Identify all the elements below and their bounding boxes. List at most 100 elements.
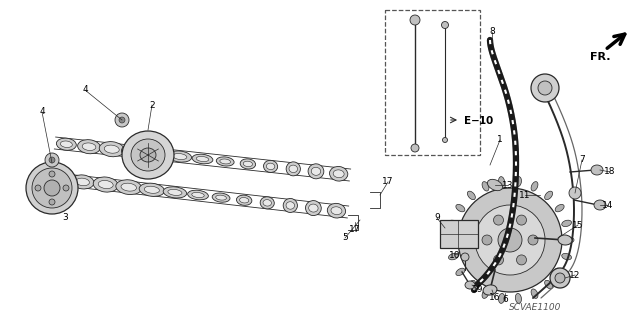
- Ellipse shape: [163, 187, 187, 198]
- Ellipse shape: [555, 268, 564, 276]
- Text: 13: 13: [502, 181, 514, 189]
- Text: 16: 16: [489, 293, 500, 302]
- Ellipse shape: [121, 183, 136, 191]
- Ellipse shape: [144, 186, 159, 193]
- Text: 18: 18: [604, 167, 616, 176]
- Ellipse shape: [289, 165, 298, 173]
- Ellipse shape: [442, 21, 449, 28]
- Ellipse shape: [308, 164, 324, 179]
- Ellipse shape: [545, 191, 552, 200]
- Text: 10: 10: [449, 250, 461, 259]
- Ellipse shape: [45, 153, 59, 167]
- Ellipse shape: [168, 189, 182, 196]
- Ellipse shape: [212, 193, 230, 202]
- Ellipse shape: [32, 168, 72, 208]
- Ellipse shape: [594, 200, 606, 210]
- Bar: [440, 220, 478, 248]
- Ellipse shape: [264, 160, 278, 173]
- Ellipse shape: [77, 140, 100, 154]
- Ellipse shape: [49, 171, 55, 177]
- Ellipse shape: [220, 159, 230, 164]
- Ellipse shape: [192, 154, 213, 164]
- Ellipse shape: [115, 113, 129, 127]
- Ellipse shape: [569, 187, 581, 199]
- Ellipse shape: [131, 139, 165, 171]
- Ellipse shape: [531, 289, 538, 298]
- Ellipse shape: [516, 255, 527, 265]
- Ellipse shape: [456, 204, 465, 212]
- Ellipse shape: [562, 220, 572, 226]
- Ellipse shape: [461, 253, 469, 261]
- Ellipse shape: [442, 137, 447, 143]
- Ellipse shape: [411, 144, 419, 152]
- Ellipse shape: [263, 200, 271, 206]
- Ellipse shape: [308, 204, 318, 212]
- Ellipse shape: [555, 273, 565, 283]
- Ellipse shape: [555, 204, 564, 212]
- Text: 11: 11: [519, 190, 531, 199]
- Ellipse shape: [150, 151, 164, 158]
- Ellipse shape: [139, 183, 164, 197]
- Text: 4: 4: [82, 85, 88, 94]
- Ellipse shape: [35, 185, 41, 191]
- Ellipse shape: [564, 237, 574, 243]
- Text: 19: 19: [472, 286, 484, 294]
- Text: 4: 4: [39, 108, 45, 116]
- Text: SCVAE1100: SCVAE1100: [509, 303, 561, 313]
- Ellipse shape: [119, 117, 125, 123]
- Ellipse shape: [56, 138, 76, 150]
- Ellipse shape: [330, 167, 348, 181]
- Ellipse shape: [331, 207, 342, 215]
- Ellipse shape: [465, 281, 475, 289]
- Ellipse shape: [54, 176, 65, 182]
- Ellipse shape: [449, 253, 458, 260]
- Ellipse shape: [333, 170, 344, 178]
- Ellipse shape: [558, 235, 572, 245]
- Ellipse shape: [49, 199, 55, 205]
- Ellipse shape: [449, 220, 458, 226]
- Ellipse shape: [591, 165, 603, 175]
- Ellipse shape: [216, 195, 227, 200]
- Text: 14: 14: [602, 201, 614, 210]
- Ellipse shape: [515, 293, 522, 303]
- Ellipse shape: [122, 144, 147, 159]
- Ellipse shape: [168, 151, 191, 162]
- Ellipse shape: [531, 182, 538, 191]
- Ellipse shape: [515, 177, 522, 187]
- Ellipse shape: [240, 159, 255, 169]
- Text: 15: 15: [572, 220, 584, 229]
- Ellipse shape: [98, 181, 113, 189]
- Ellipse shape: [104, 145, 119, 153]
- Ellipse shape: [260, 197, 275, 209]
- Ellipse shape: [410, 15, 420, 25]
- Ellipse shape: [122, 131, 174, 179]
- Ellipse shape: [99, 142, 124, 157]
- Ellipse shape: [538, 81, 552, 95]
- Ellipse shape: [236, 195, 252, 205]
- Ellipse shape: [116, 180, 141, 195]
- Ellipse shape: [482, 182, 489, 191]
- Text: 12: 12: [570, 271, 580, 279]
- Ellipse shape: [545, 280, 552, 289]
- Ellipse shape: [311, 167, 321, 175]
- Ellipse shape: [239, 197, 249, 203]
- Ellipse shape: [467, 191, 476, 200]
- Bar: [385, 10, 480, 155]
- Ellipse shape: [499, 177, 505, 187]
- Ellipse shape: [243, 161, 253, 167]
- Ellipse shape: [286, 202, 294, 209]
- Ellipse shape: [482, 289, 489, 298]
- Ellipse shape: [456, 268, 465, 276]
- Ellipse shape: [49, 157, 55, 163]
- Ellipse shape: [196, 156, 209, 162]
- Text: 1: 1: [497, 136, 503, 145]
- Ellipse shape: [188, 190, 209, 200]
- Ellipse shape: [82, 143, 96, 151]
- Ellipse shape: [531, 74, 559, 102]
- Text: 5: 5: [342, 234, 348, 242]
- Ellipse shape: [446, 237, 456, 243]
- Ellipse shape: [528, 235, 538, 245]
- Ellipse shape: [60, 141, 72, 147]
- Ellipse shape: [516, 215, 527, 225]
- Text: 17: 17: [382, 177, 394, 187]
